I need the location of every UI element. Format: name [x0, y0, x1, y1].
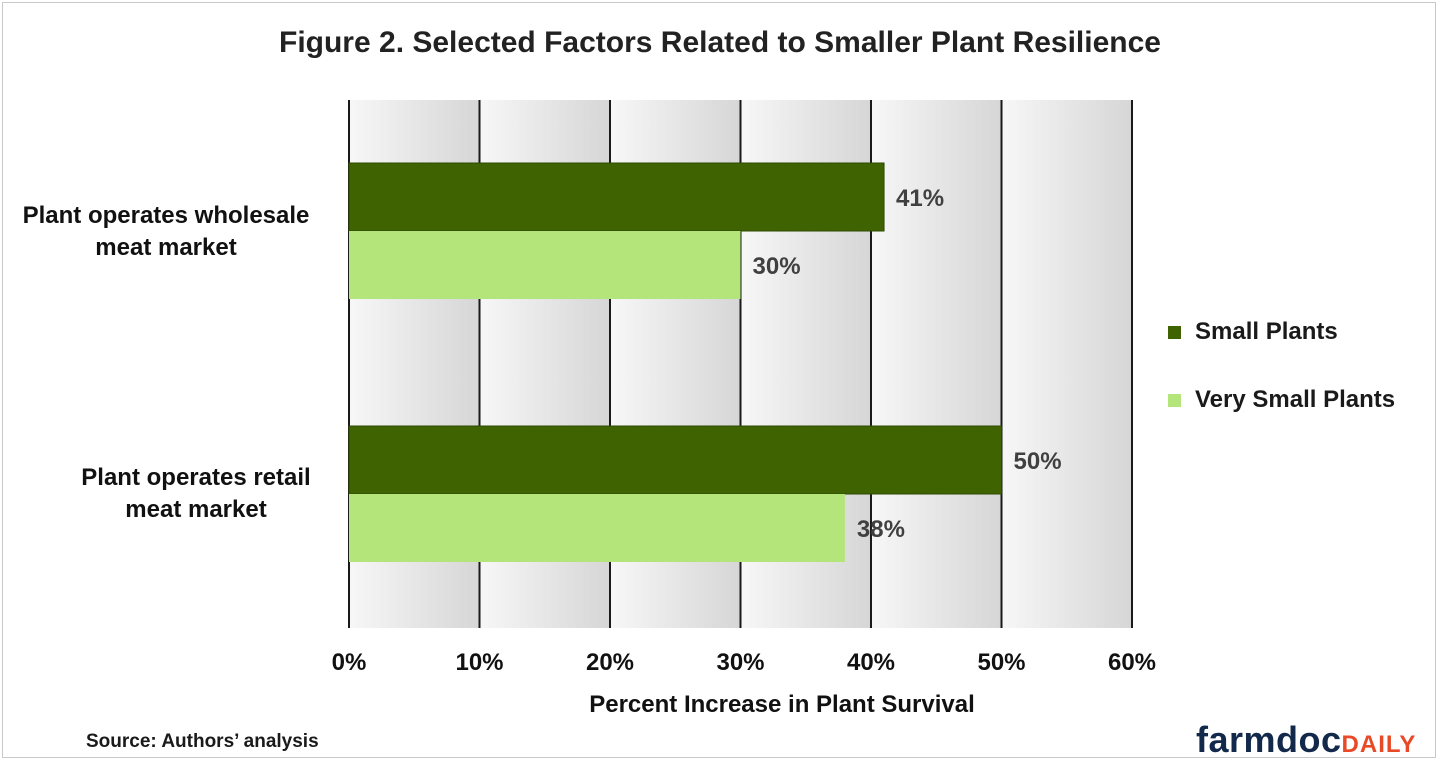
category-label-line: meat market: [125, 496, 267, 523]
data-label: 38%: [857, 516, 905, 543]
category-label-retail: Plant operates retail meat market: [0, 462, 392, 526]
data-label: 41%: [896, 185, 944, 212]
plot-band: [1001, 100, 1132, 628]
x-tick-label: 40%: [847, 649, 895, 676]
legend: Small Plants Very Small Plants: [1168, 316, 1395, 452]
bar: [349, 494, 845, 562]
legend-label: Very Small Plants: [1195, 386, 1396, 413]
data-label: 50%: [1014, 448, 1062, 475]
x-tick-label: 30%: [716, 649, 764, 676]
x-tick-label: 50%: [977, 649, 1025, 676]
data-label: 30%: [753, 253, 801, 280]
bar: [348, 425, 1002, 495]
legend-item-very-small-plants: Very Small Plants: [1168, 384, 1395, 416]
legend-swatch: [1168, 393, 1181, 407]
x-tick-label: 10%: [455, 649, 503, 676]
chart-title: Figure 2. Selected Factors Related to Sm…: [279, 26, 1161, 59]
category-label-wholesale: Plant operates wholesale meat market: [0, 200, 332, 264]
legend-label: Small Plants: [1195, 318, 1338, 345]
legend-swatch: [1168, 325, 1181, 339]
x-tick-label: 60%: [1108, 649, 1156, 676]
category-label-line: Plant operates retail: [81, 464, 311, 491]
x-axis-label: Percent Increase in Plant Survival: [589, 691, 975, 718]
bar: [348, 162, 885, 232]
plot-band: [871, 100, 1002, 628]
x-tick-label: 0%: [332, 649, 367, 676]
source-note: Source: Authors’ analysis: [86, 731, 319, 752]
brand-logo: farmdocDAILY: [1196, 718, 1416, 767]
category-label-line: Plant operates wholesale: [22, 202, 310, 229]
category-label-line: meat market: [95, 234, 237, 261]
x-tick-label: 20%: [586, 649, 634, 676]
brand-main: farmdoc: [1196, 719, 1342, 760]
legend-item-small-plants: Small Plants: [1168, 316, 1395, 348]
brand-accent: DAILY: [1341, 731, 1417, 758]
bar: [349, 231, 741, 299]
